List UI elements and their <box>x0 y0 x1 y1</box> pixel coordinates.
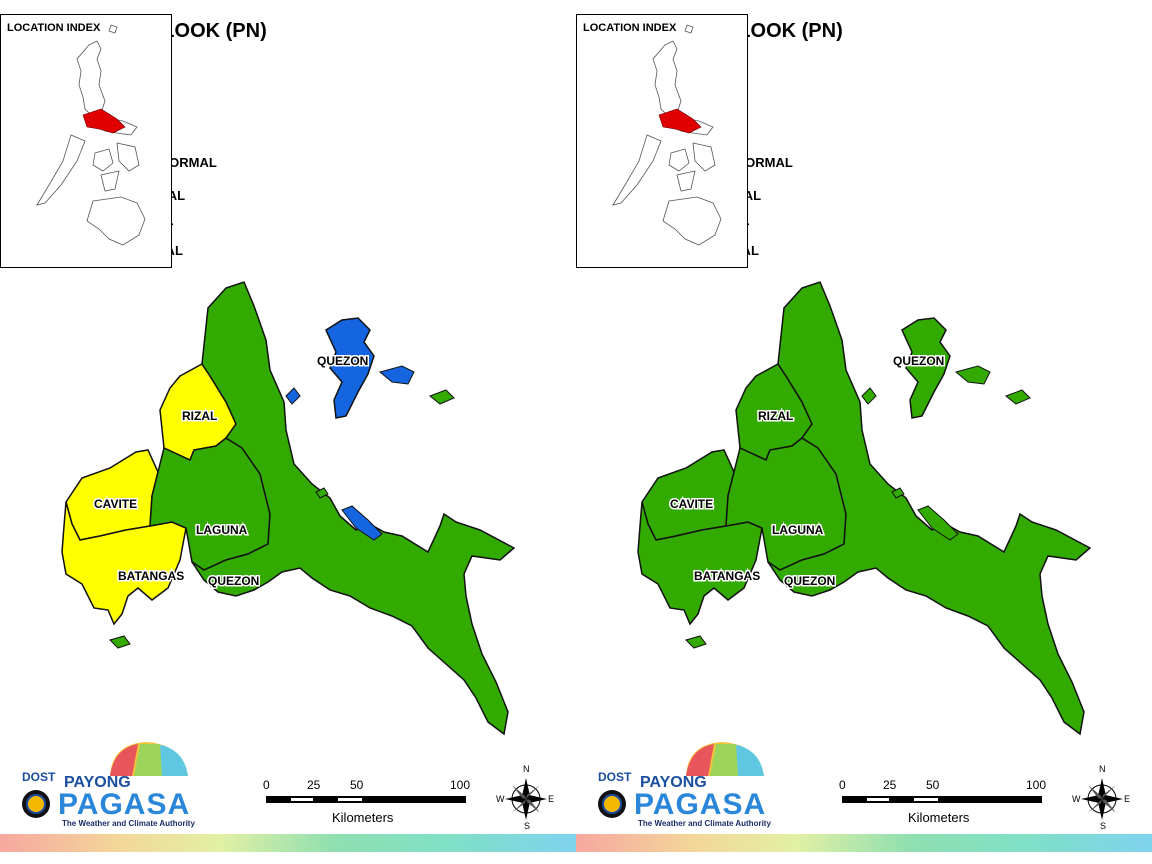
compass-w: W <box>496 794 505 804</box>
compass-s: S <box>1100 821 1107 831</box>
label-cavite: CAVITE <box>94 497 137 511</box>
compass-rose-icon: N S E W <box>1072 764 1132 831</box>
quezon-mainland-region <box>191 281 516 736</box>
scale-unit: Kilometers <box>908 810 970 825</box>
scale-tick-25: 25 <box>883 778 897 792</box>
coast-islet <box>861 387 877 405</box>
polillo-islet <box>954 365 991 385</box>
scale-tick-50: 50 <box>350 778 364 792</box>
label-laguna: LAGUNA <box>772 523 824 537</box>
scale-tick-0: 0 <box>263 778 270 792</box>
compass-n: N <box>523 764 530 774</box>
logo-dost: DOST <box>22 770 56 784</box>
compass-rose-icon: N S E W <box>496 764 556 831</box>
region-4a-map: RIZAL CAVITE LAGUNA BATANGAS QUEZON QUEZ… <box>637 281 1092 736</box>
logo-tagline: The Weather and Climate Authority <box>62 819 195 828</box>
compass-s: S <box>524 821 531 831</box>
compass-e: E <box>548 794 555 804</box>
label-batangas: BATANGAS <box>118 569 184 583</box>
inset-title: LOCATION INDEX <box>7 22 101 34</box>
bottom-color-strip <box>576 834 1152 852</box>
label-rizal: RIZAL <box>182 409 217 423</box>
scale-bar: 0 25 50 100 Kilometers <box>258 778 478 828</box>
scale-tick-50: 50 <box>926 778 940 792</box>
compass-w: W <box>1072 794 1081 804</box>
batangas-region <box>637 501 763 626</box>
philippines-outline <box>36 24 146 246</box>
panel-july-2022: RAINFALL OUTLOOK (PN) JULY 2022 Region 4… <box>0 14 576 852</box>
label-quezon-polillo: QUEZON <box>317 354 368 368</box>
jomalig-island <box>429 389 455 405</box>
scale-bar: 0 25 50 100 Kilometers <box>834 778 1054 828</box>
region-4a-map: RIZAL CAVITE LAGUNA BATANGAS QUEZON QUEZ… <box>61 281 516 736</box>
location-index-inset: LOCATION INDEX <box>0 14 172 268</box>
logo-payong: PAYONG <box>640 774 707 791</box>
label-quezon-south: QUEZON <box>784 574 835 588</box>
polillo-islet <box>378 365 415 385</box>
scale-tick-25: 25 <box>307 778 321 792</box>
dost-seal-icon <box>602 794 622 814</box>
label-rizal: RIZAL <box>758 409 793 423</box>
label-cavite: CAVITE <box>670 497 713 511</box>
batangas-tip <box>109 635 131 649</box>
scale-unit: Kilometers <box>332 810 394 825</box>
region-4a-highlight <box>658 108 702 134</box>
label-batangas: BATANGAS <box>694 569 760 583</box>
philippines-outline <box>612 24 722 246</box>
dost-seal-icon <box>26 794 46 814</box>
payong-pagasa-logo: DOST PAYONG PAGASA The Weather and Clima… <box>592 742 772 832</box>
alabat-island <box>341 505 383 541</box>
label-quezon-polillo: QUEZON <box>893 354 944 368</box>
logo-tagline: The Weather and Climate Authority <box>638 819 771 828</box>
bottom-color-strip <box>0 834 576 852</box>
compass-e: E <box>1124 794 1131 804</box>
logo-pagasa: PAGASA <box>634 788 767 821</box>
logo-dost: DOST <box>598 770 632 784</box>
small-islet <box>891 487 905 499</box>
quezon-mainland-region <box>767 281 1092 736</box>
region-4a-highlight <box>82 108 126 134</box>
jomalig-island <box>1005 389 1031 405</box>
label-laguna: LAGUNA <box>196 523 248 537</box>
batangas-tip <box>685 635 707 649</box>
small-islet <box>315 487 329 499</box>
panel-august-2022: RAINFALL OUTLOOK (PN) AUGUST 2022 Region… <box>576 0 1152 864</box>
scale-tick-0: 0 <box>839 778 846 792</box>
logo-pagasa: PAGASA <box>58 788 191 821</box>
inset-title: LOCATION INDEX <box>583 22 677 34</box>
logo-payong: PAYONG <box>64 774 131 791</box>
alabat-island <box>917 505 959 541</box>
label-quezon-south: QUEZON <box>208 574 259 588</box>
polillo-islands <box>325 317 375 419</box>
payong-pagasa-logo: DOST PAYONG PAGASA The Weather and Clima… <box>16 742 196 832</box>
batangas-region <box>61 501 187 626</box>
location-index-inset: LOCATION INDEX <box>576 14 748 268</box>
compass-n: N <box>1099 764 1106 774</box>
polillo-islands <box>901 317 951 419</box>
coast-islet <box>285 387 301 405</box>
scale-tick-100: 100 <box>450 778 471 792</box>
scale-tick-100: 100 <box>1026 778 1047 792</box>
